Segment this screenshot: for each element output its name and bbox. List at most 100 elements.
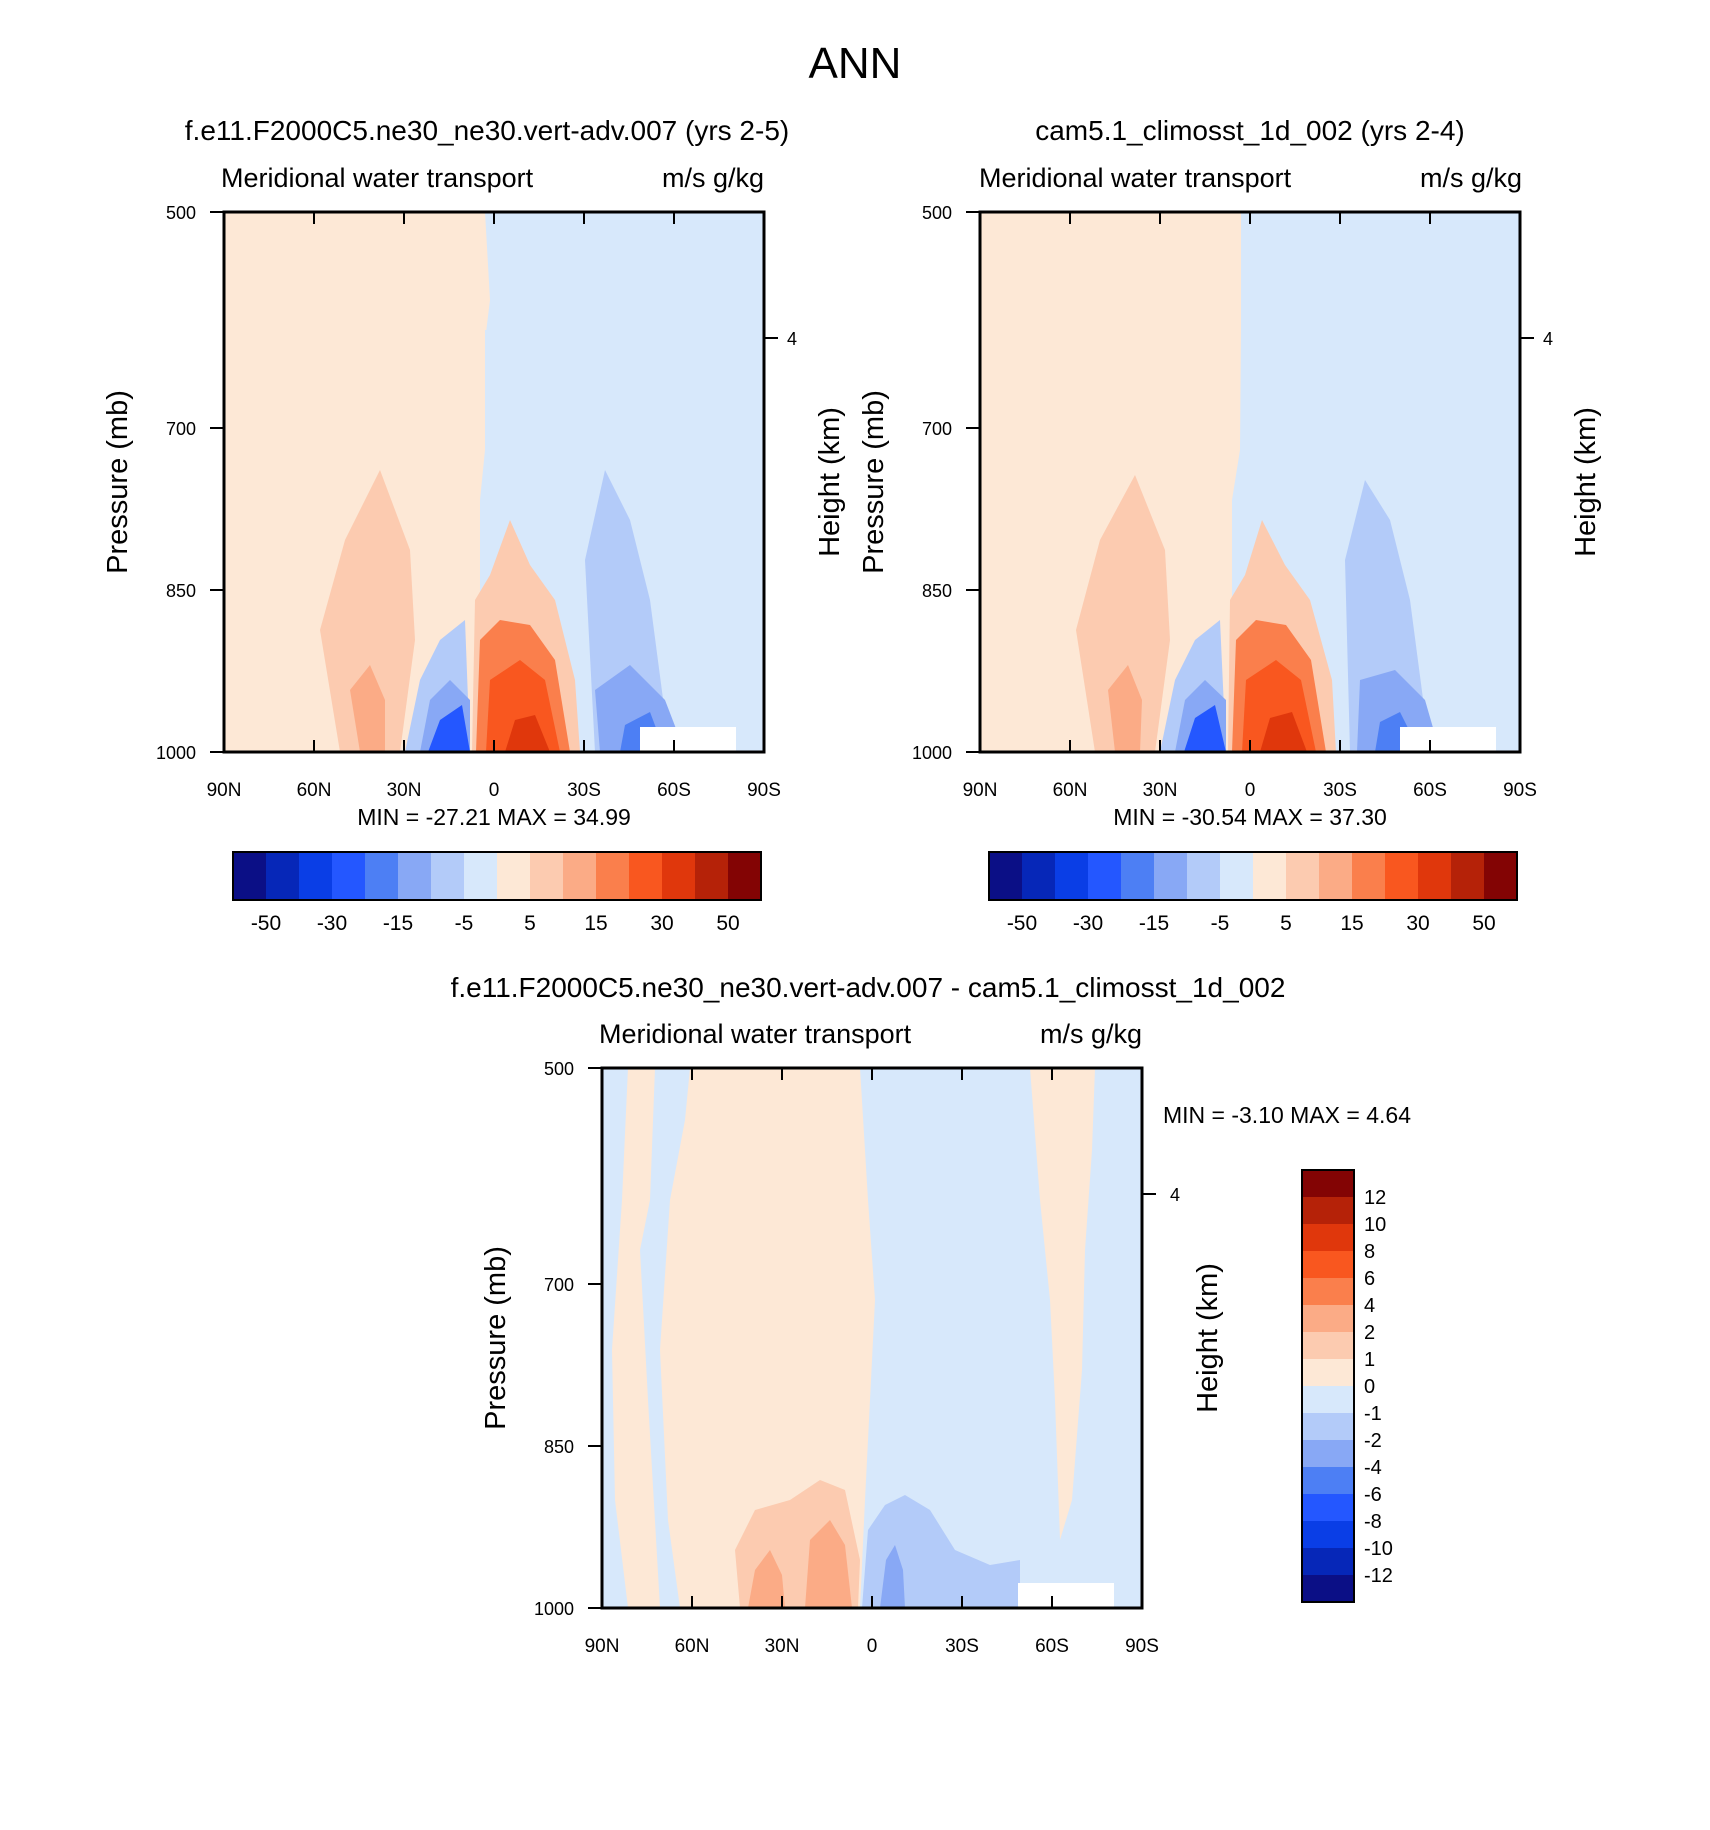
panel-2-title: cam5.1_climosst_1d_002 (yrs 2-4) bbox=[1035, 115, 1465, 146]
panel-2-colorbar bbox=[988, 851, 1518, 901]
panel-3-colorbar-label: 8 bbox=[1364, 1241, 1375, 1263]
panel-3: f.e11.F2000C5.ne30_ne30.vert-adv.007 - c… bbox=[451, 972, 1412, 1657]
panel-1-xtick-label: 30S bbox=[567, 780, 601, 801]
panel-3-xtick-label: 90S bbox=[1125, 1636, 1159, 1657]
panel-1-xtick-label: 60N bbox=[297, 780, 332, 801]
panel-3-xtick-label: 30N bbox=[765, 1636, 800, 1657]
panel-1-xtick-label: 30N bbox=[387, 780, 422, 801]
panel-3-xtick-label: 60S bbox=[1035, 1636, 1069, 1657]
panel-2-subtitle-right: m/s g/kg bbox=[1420, 163, 1522, 193]
panel-2-ytick-label: 500 bbox=[922, 203, 952, 223]
panel-3-stats: MIN = -3.10 MAX = 4.64 bbox=[1163, 1102, 1411, 1128]
panel-3-colorbar-label: 12 bbox=[1364, 1187, 1386, 1209]
panel-1-title: f.e11.F2000C5.ne30_ne30.vert-adv.007 (yr… bbox=[185, 115, 789, 146]
panel-1-colorbar-label: 15 bbox=[584, 912, 607, 935]
panel-3-colorbar-label: 4 bbox=[1364, 1295, 1375, 1317]
panel-3-ytick-label: 500 bbox=[544, 1059, 574, 1079]
panel-2-ylabel: Pressure (mb) bbox=[858, 390, 890, 574]
panel-2: cam5.1_climosst_1d_002 (yrs 2-4) Meridio… bbox=[858, 115, 1602, 935]
panel-1-ylabel: Pressure (mb) bbox=[102, 390, 134, 574]
panel-3-colorbar bbox=[1301, 1169, 1355, 1603]
panel-3-colorbar-label: 1 bbox=[1364, 1349, 1375, 1371]
panel-1-xtick-label: 90S bbox=[747, 780, 781, 801]
panel-1-colorbar-label: 50 bbox=[716, 912, 739, 935]
panel-2-colorbar-label: 15 bbox=[1340, 912, 1363, 935]
panel-3-ylabel-right: Height (km) bbox=[1192, 1263, 1224, 1413]
panel-3-ylabel: Pressure (mb) bbox=[480, 1246, 512, 1430]
panel-3-colorbar-label: -8 bbox=[1364, 1511, 1382, 1533]
panel-3-xtick-label: 30S bbox=[945, 1636, 979, 1657]
figure-title: ANN bbox=[809, 39, 902, 88]
panel-2-ylabel-right: Height (km) bbox=[1570, 407, 1602, 557]
panel-1: f.e11.F2000C5.ne30_ne30.vert-adv.007 (yr… bbox=[102, 115, 846, 935]
panel-3-colorbar-label: -2 bbox=[1364, 1430, 1382, 1452]
panel-1-colorbar bbox=[232, 851, 762, 901]
panel-2-right-tick-label: 4 bbox=[1543, 329, 1553, 349]
panel-2-plot-field bbox=[980, 212, 1520, 752]
panel-3-plot-field bbox=[602, 1068, 1142, 1608]
panel-1-ytick-label: 500 bbox=[166, 203, 196, 223]
panel-2-colorbar-label: 50 bbox=[1472, 912, 1495, 935]
panel-3-colorbar-label: -10 bbox=[1364, 1538, 1393, 1560]
panel-1-colorbar-label: -5 bbox=[455, 912, 474, 935]
panel-2-colorbar-label: -15 bbox=[1139, 912, 1169, 935]
panel-3-ytick-label: 850 bbox=[544, 1437, 574, 1457]
panel-3-ytick-label: 1000 bbox=[534, 1599, 574, 1619]
panel-2-colorbar-label: 30 bbox=[1406, 912, 1429, 935]
panel-2-xtick-label: 0 bbox=[1245, 780, 1256, 801]
panel-3-y-ticks bbox=[588, 1067, 1156, 1609]
panel-1-ytick-label: 850 bbox=[166, 581, 196, 601]
panel-3-xtick-label: 90N bbox=[585, 1636, 620, 1657]
panel-3-colorbar-label: 2 bbox=[1364, 1322, 1375, 1344]
panel-3-colorbar-label: 6 bbox=[1364, 1268, 1375, 1290]
panel-2-subtitle-left: Meridional water transport bbox=[979, 163, 1292, 193]
panel-2-colorbar-label: -5 bbox=[1211, 912, 1230, 935]
panel-1-subtitle-right: m/s g/kg bbox=[662, 163, 764, 193]
panel-2-colorbar-label: -30 bbox=[1073, 912, 1103, 935]
panel-1-y-ticks bbox=[210, 211, 778, 753]
panel-1-x-ticks bbox=[223, 212, 765, 752]
panel-2-colorbar-label: -50 bbox=[1007, 912, 1037, 935]
panel-3-colorbar-label: -4 bbox=[1364, 1457, 1382, 1479]
panel-1-xtick-label: 0 bbox=[489, 780, 500, 801]
panel-2-ytick-label: 1000 bbox=[912, 743, 952, 763]
panel-3-xtick-label: 0 bbox=[867, 1636, 878, 1657]
panel-1-xtick-label: 90N bbox=[207, 780, 242, 801]
panel-1-colorbar-label: -30 bbox=[317, 912, 347, 935]
panel-3-subtitle-right: m/s g/kg bbox=[1040, 1019, 1142, 1049]
panel-2-xtick-label: 30S bbox=[1323, 780, 1357, 801]
panel-2-colorbar-label: 5 bbox=[1280, 912, 1292, 935]
panel-2-xtick-label: 60S bbox=[1413, 780, 1447, 801]
panel-1-xtick-label: 60S bbox=[657, 780, 691, 801]
panel-1-colorbar-label: -15 bbox=[383, 912, 413, 935]
panel-2-xtick-label: 60N bbox=[1053, 780, 1088, 801]
panel-2-ytick-label: 850 bbox=[922, 581, 952, 601]
panel-3-xtick-label: 60N bbox=[675, 1636, 710, 1657]
panel-3-x-ticks bbox=[601, 1068, 1143, 1608]
panel-1-plot-field bbox=[224, 212, 764, 752]
panel-1-colorbar-label: 5 bbox=[524, 912, 536, 935]
panel-3-ytick-label: 700 bbox=[544, 1275, 574, 1295]
panel-2-stats: MIN = -30.54 MAX = 37.30 bbox=[1113, 804, 1387, 830]
panel-1-subtitle-left: Meridional water transport bbox=[221, 163, 534, 193]
panel-1-ytick-label: 1000 bbox=[156, 743, 196, 763]
panel-3-colorbar-label: -12 bbox=[1364, 1565, 1393, 1587]
panel-2-xtick-label: 90N bbox=[963, 780, 998, 801]
panel-2-ytick-label: 700 bbox=[922, 419, 952, 439]
panel-3-subtitle-left: Meridional water transport bbox=[599, 1019, 912, 1049]
panel-2-xtick-label: 30N bbox=[1143, 780, 1178, 801]
panel-2-xtick-label: 90S bbox=[1503, 780, 1537, 801]
panel-1-colorbar-label: -50 bbox=[251, 912, 281, 935]
panel-3-right-tick-label: 4 bbox=[1170, 1185, 1180, 1205]
panel-1-colorbar-label: 30 bbox=[650, 912, 673, 935]
panel-1-stats: MIN = -27.21 MAX = 34.99 bbox=[357, 804, 631, 830]
panel-2-x-ticks bbox=[979, 212, 1521, 752]
panel-3-title: f.e11.F2000C5.ne30_ne30.vert-adv.007 - c… bbox=[451, 972, 1286, 1003]
panel-2-y-ticks bbox=[966, 211, 1534, 753]
panel-1-ytick-label: 700 bbox=[166, 419, 196, 439]
panel-3-colorbar-label: 0 bbox=[1364, 1376, 1375, 1398]
panel-3-colorbar-label: 10 bbox=[1364, 1214, 1386, 1236]
panel-3-colorbar-label: -1 bbox=[1364, 1403, 1382, 1425]
panel-1-right-tick-label: 4 bbox=[787, 329, 797, 349]
